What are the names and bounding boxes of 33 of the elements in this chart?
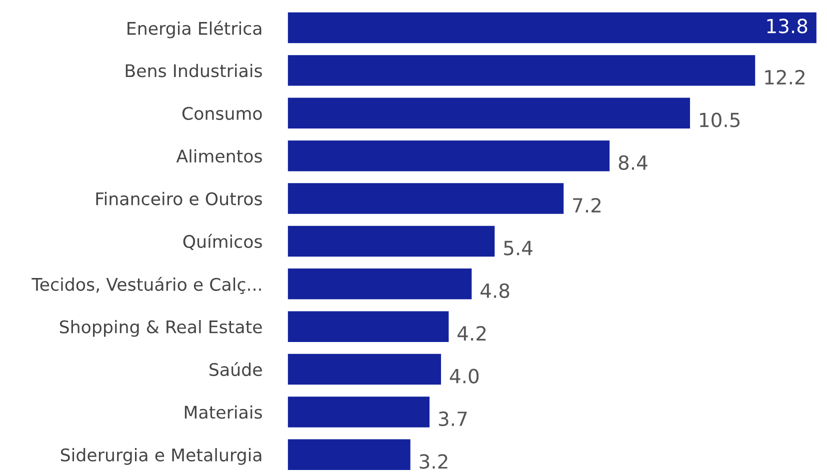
- bar: [288, 268, 472, 300]
- y-tick-label: Siderurgia e Metalurgia: [60, 448, 262, 465]
- data-label: 7.2: [573, 198, 601, 212]
- data-label: 3.7: [438, 411, 467, 426]
- y-tick-label: Consumo: [182, 106, 262, 120]
- data-label: 4.0: [450, 368, 479, 384]
- y-tick-label: Financeiro e Outros: [96, 192, 262, 206]
- data-label: 10.5: [700, 112, 740, 128]
- data-label: 13.8: [767, 18, 808, 34]
- bar: [288, 396, 430, 428]
- data-label: 3.2: [420, 454, 448, 469]
- data-label: 4.8: [480, 283, 510, 298]
- y-tick-label: Shopping & Real Estate: [60, 320, 262, 337]
- y-tick-label: Materiais: [184, 405, 262, 419]
- y-tick-label: Bens Industriais: [126, 64, 262, 78]
- y-tick-label: Energia Elétrica: [128, 20, 262, 38]
- bar: [288, 226, 495, 257]
- data-label: 8.4: [618, 155, 648, 170]
- bar: [288, 98, 690, 128]
- y-tick-label: Químicos: [183, 234, 262, 250]
- bar: [288, 12, 816, 44]
- bar: [288, 55, 756, 86]
- bar: [288, 183, 564, 214]
- data-label: 5.4: [504, 240, 532, 256]
- bar: [288, 311, 449, 342]
- bar: [288, 439, 410, 470]
- y-tick-label: Tecidos, Vestuário e Calç...: [32, 276, 261, 294]
- bar: [288, 140, 610, 172]
- data-label: 12.2: [765, 70, 804, 84]
- y-tick-label: Alimentos: [176, 149, 262, 163]
- bar: [288, 354, 442, 385]
- data-label: 4.2: [458, 326, 486, 340]
- y-tick-label: Saúde: [210, 362, 262, 376]
